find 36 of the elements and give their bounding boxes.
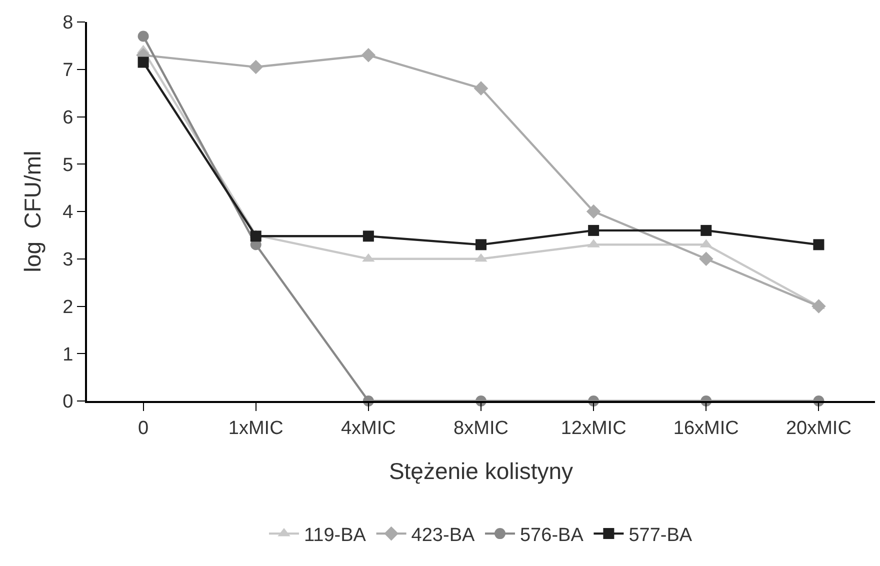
point (476, 239, 486, 250)
point (248, 60, 264, 74)
legend-label: 119-BA (304, 524, 366, 546)
point (812, 299, 826, 314)
point (698, 252, 714, 266)
y-tick-label: 2 (62, 296, 74, 318)
x-tick-label: 12xMIC (560, 418, 626, 439)
point (138, 30, 149, 42)
legend-label: 577-BA (628, 524, 692, 546)
y-tick-label: 4 (62, 202, 74, 224)
y-tick-label: 7 (62, 60, 74, 82)
x-tick-label: 4xMIC (340, 418, 396, 439)
point (588, 224, 600, 236)
y-tick-label: 1 (62, 344, 74, 366)
x-tick-label: 20xMIC (786, 418, 852, 439)
x-tick-label: 0 (138, 418, 149, 439)
point (361, 48, 376, 62)
point (586, 204, 601, 219)
y-tick-label: 5 (62, 154, 74, 176)
x-axis-title: Stężenie kolistyny (388, 458, 574, 484)
x-tick-label: 8xMIC (454, 418, 508, 439)
point (813, 239, 824, 250)
point (138, 56, 149, 68)
point (362, 230, 374, 242)
y-tick-label: 6 (62, 107, 74, 128)
y-tick-label: 8 (62, 12, 74, 34)
point (700, 224, 712, 236)
legend-label: 576-BA (520, 524, 584, 546)
x-tick-label: 1xMIC (228, 418, 284, 439)
legend-label: 423-BA (411, 524, 475, 546)
y-tick-label: 0 (62, 392, 74, 413)
point (474, 81, 488, 96)
x-tick-label: 16xMIC (673, 418, 739, 439)
y-axis-title: log CFU/ml (20, 150, 46, 272)
point (250, 230, 262, 242)
y-tick-label: 3 (62, 250, 74, 271)
